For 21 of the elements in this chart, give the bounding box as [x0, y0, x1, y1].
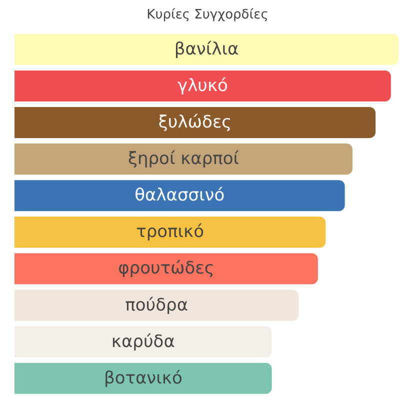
bar: [14, 144, 352, 175]
bar: [14, 107, 376, 138]
y-tick-label: βοτανικό: [104, 368, 182, 388]
y-tick-label: τροπικό: [136, 222, 204, 242]
bar: [14, 70, 391, 102]
y-tick-label: γλυκό: [178, 76, 228, 96]
bar: [14, 216, 326, 248]
chart-title: Κυρίες Συγχορδίες: [146, 8, 268, 22]
y-tick-label: ξυλώδες: [158, 112, 232, 133]
bar: [14, 362, 272, 394]
bar: [14, 253, 318, 284]
bar: [14, 180, 345, 212]
y-tick-label: ξηροί καρποί: [128, 149, 240, 170]
bar: [14, 326, 272, 358]
y-tick-label: πούδρα: [125, 295, 188, 316]
y-tick-label: θαλασσινό: [134, 186, 225, 206]
y-tick-label: φρουτώδες: [118, 258, 214, 279]
bar: [14, 34, 399, 65]
y-tick-label: βανίλια: [174, 39, 239, 60]
bar: [14, 290, 299, 321]
y-tick-label: καρύδα: [111, 332, 175, 352]
